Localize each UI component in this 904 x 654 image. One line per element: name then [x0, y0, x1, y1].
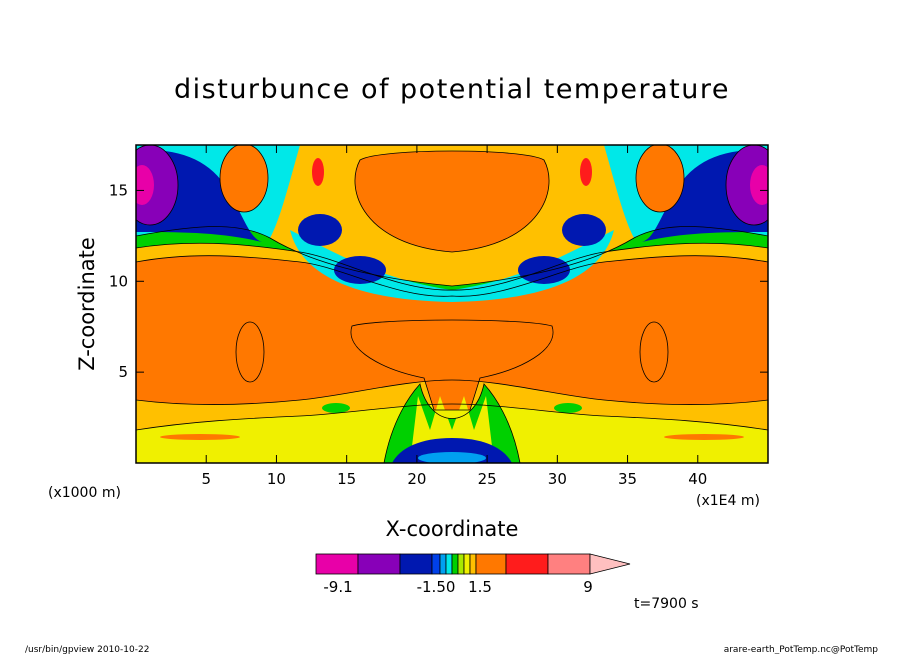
- contour-fill: [322, 403, 350, 413]
- contour-fill: [636, 145, 684, 212]
- contour-fill: [750, 165, 768, 205]
- x-tick-label: 10: [267, 470, 286, 488]
- colorbar-swatch: [469, 553, 477, 575]
- colorbar-swatch: [475, 553, 507, 575]
- colorbar: -9.1 -1.50 1.5 9: [315, 553, 631, 596]
- footer-right: arare-earth_PotTemp.nc@PotTemp: [724, 645, 879, 654]
- x-unit-left: (x1000 m): [48, 485, 121, 501]
- colorbar-swatch: [439, 553, 447, 575]
- time-label: t=7900 s: [634, 596, 699, 612]
- contour-fill: [290, 230, 614, 302]
- colorbar-extend-arrow: [589, 553, 631, 575]
- contour-lines: [136, 145, 768, 463]
- x-tick-label: 20: [407, 470, 426, 488]
- colorbar-tick-label: 9: [583, 578, 593, 596]
- x-tick-label: 35: [618, 470, 637, 488]
- contour-fill: [136, 145, 178, 225]
- x-tick-label: 30: [548, 470, 567, 488]
- colorbar-swatch: [547, 553, 591, 575]
- colorbar-swatch: [431, 553, 441, 575]
- y-tick-label: 5: [118, 363, 128, 381]
- x-axis: 5 10 15 20 25 30 35 40: [201, 145, 707, 488]
- colorbar-tick-label: -1.50: [417, 578, 456, 596]
- x-tick-label: 40: [688, 470, 707, 488]
- y-tick-label: 15: [109, 181, 128, 199]
- colorbar-swatch: [445, 553, 453, 575]
- colorbar-swatch: [457, 553, 465, 575]
- x-tick-label: 25: [478, 470, 497, 488]
- contour-fill: [354, 151, 550, 252]
- x-axis-title: X-coordinate: [386, 517, 519, 541]
- contour-fill: [220, 145, 268, 212]
- contour-field: [136, 145, 768, 463]
- contour-fill: [554, 403, 582, 413]
- colorbar-tick-label: -9.1: [323, 578, 352, 596]
- y-axis: 5 10 15: [109, 181, 768, 381]
- y-tick-label: 10: [109, 272, 128, 290]
- colorbar-swatch: [505, 553, 549, 575]
- contour-fill: [580, 158, 592, 186]
- colorbar-swatch: [315, 553, 359, 575]
- colorbar-swatch: [451, 553, 459, 575]
- footer-left: /usr/bin/gpview 2010-10-22: [25, 645, 149, 654]
- contour-fill: [562, 214, 606, 246]
- y-axis-title: Z-coordinate: [75, 237, 99, 371]
- contour-fill: [136, 243, 768, 297]
- colorbar-swatch: [357, 553, 401, 575]
- colorbar-tick-label: 1.5: [468, 578, 492, 596]
- contour-fill: [418, 452, 486, 463]
- contour-fill: [160, 434, 240, 440]
- colorbar-swatch: [399, 553, 433, 575]
- colorbar-swatch: [463, 553, 471, 575]
- chart-title: disturbunce of potential temperature: [174, 74, 730, 105]
- contour-fill: [664, 434, 744, 440]
- contour-fill: [298, 214, 342, 246]
- x-unit-right: (x1E4 m): [696, 493, 760, 509]
- plot-frame: [135, 144, 769, 464]
- x-tick-label: 15: [337, 470, 356, 488]
- contour-fill: [640, 322, 668, 382]
- contour-fill: [312, 158, 324, 186]
- contour-fill: [136, 165, 154, 205]
- contour-fill: [236, 322, 264, 382]
- contour-fill: [350, 320, 554, 410]
- contour-fill: [726, 145, 768, 225]
- x-tick-label: 5: [201, 470, 211, 488]
